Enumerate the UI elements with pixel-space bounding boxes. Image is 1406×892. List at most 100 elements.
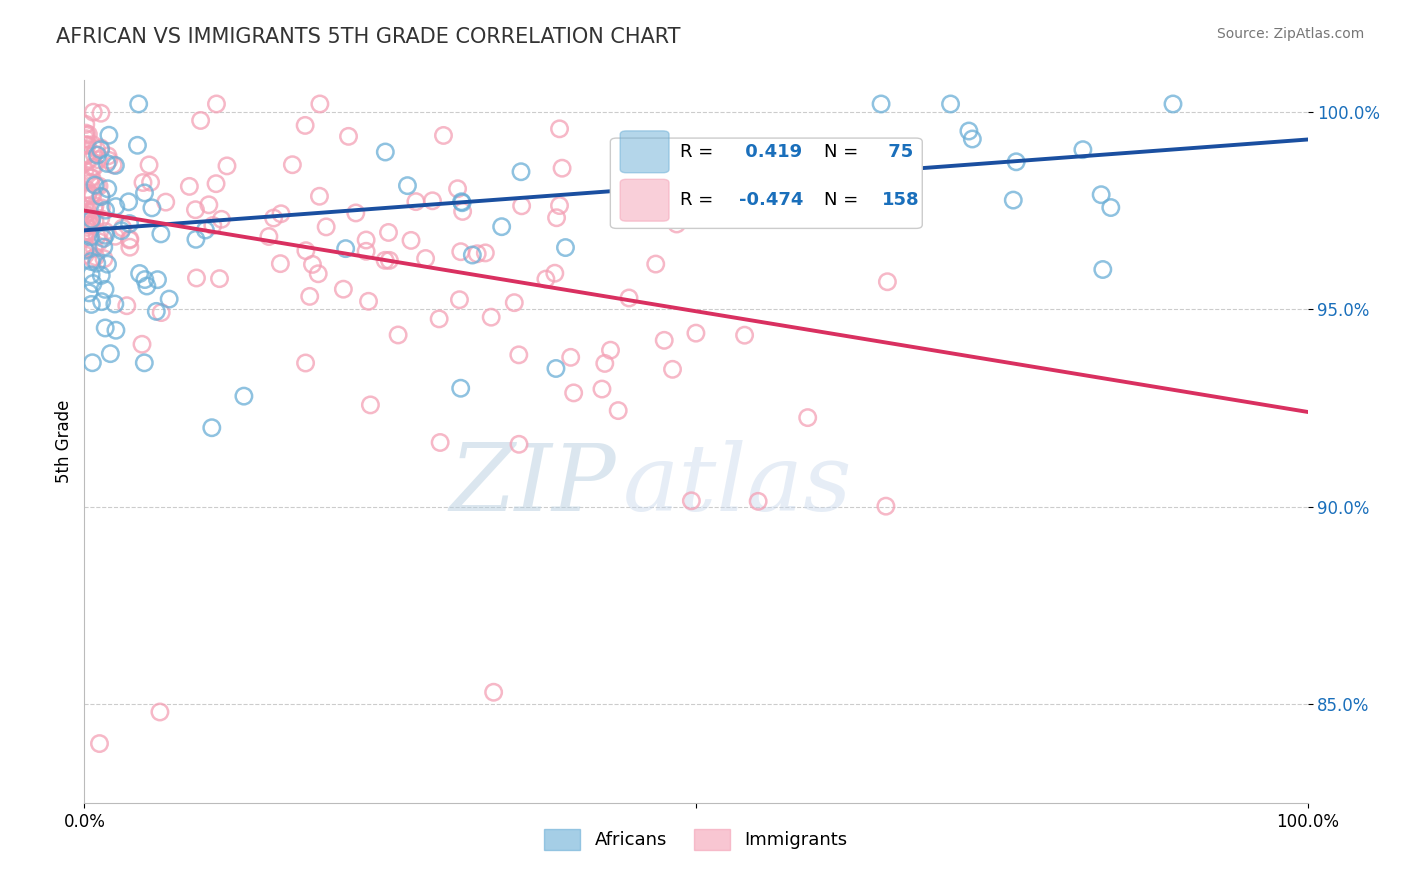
Point [77, 186, 100, 201]
Point [560, 351, 582, 365]
Point [90, 189, 112, 203]
Point [141, 201, 163, 215]
Point [281, 158, 304, 172]
Point [104, 200, 127, 214]
Point [104, 158, 127, 172]
Point [875, 499, 897, 513]
Text: 158: 158 [882, 191, 920, 210]
Point [415, 252, 437, 266]
Point [96, 257, 118, 271]
Point [599, 343, 621, 358]
Point [1161, 97, 1184, 112]
Point [93, 252, 115, 266]
Point [94, 228, 117, 243]
Text: N =: N = [824, 143, 865, 161]
Point [76, 137, 98, 152]
Point [1002, 193, 1025, 207]
Point [378, 253, 401, 268]
Text: -0.474: -0.474 [738, 191, 803, 210]
Point [939, 97, 962, 112]
Point [149, 705, 172, 719]
Point [80, 268, 103, 282]
Point [90, 143, 112, 157]
Point [83, 147, 105, 161]
Point [79, 153, 101, 167]
Point [190, 113, 212, 128]
Point [115, 299, 138, 313]
Point [90, 189, 112, 203]
Point [79, 170, 101, 185]
Point [194, 223, 217, 237]
Point [94, 203, 117, 218]
Point [451, 204, 474, 219]
Point [77, 242, 100, 256]
Point [534, 272, 557, 286]
Point [510, 199, 533, 213]
Point [76, 189, 98, 203]
Point [118, 233, 141, 247]
Point [131, 337, 153, 351]
Point [83, 242, 105, 256]
Point [294, 356, 316, 370]
Point [301, 257, 323, 271]
Point [80, 187, 103, 202]
Point [544, 361, 567, 376]
Text: 0.419: 0.419 [738, 143, 801, 161]
Point [661, 362, 683, 376]
Point [179, 179, 201, 194]
Point [876, 275, 898, 289]
Point [80, 212, 103, 227]
Point [450, 194, 472, 209]
Point [184, 202, 207, 217]
Point [84, 178, 107, 193]
Point [232, 389, 254, 403]
Text: R =: R = [681, 191, 718, 210]
Point [82, 252, 104, 266]
Text: 75: 75 [882, 143, 912, 161]
Point [90, 201, 112, 215]
Point [451, 195, 474, 210]
Text: ZIP: ZIP [450, 440, 616, 530]
Point [90, 106, 112, 120]
Point [75, 148, 97, 162]
Point [546, 211, 568, 225]
Point [76, 218, 98, 232]
Point [80, 297, 103, 311]
Point [100, 346, 122, 360]
Point [591, 382, 613, 396]
FancyBboxPatch shape [620, 179, 669, 221]
Point [1090, 187, 1112, 202]
Point [75, 138, 97, 153]
Point [186, 271, 208, 285]
Point [146, 273, 169, 287]
Point [134, 272, 156, 286]
Point [1071, 143, 1094, 157]
Point [681, 493, 703, 508]
Point [607, 403, 630, 417]
Text: AFRICAN VS IMMIGRANTS 5TH GRADE CORRELATION CHART: AFRICAN VS IMMIGRANTS 5TH GRADE CORRELAT… [56, 27, 681, 46]
Point [77, 205, 100, 219]
Point [75, 242, 97, 256]
Point [118, 240, 141, 254]
Point [508, 437, 530, 451]
Text: Source: ZipAtlas.com: Source: ZipAtlas.com [1216, 27, 1364, 41]
Point [86, 142, 108, 156]
Point [562, 385, 585, 400]
Point [104, 323, 127, 337]
Point [80, 217, 103, 231]
Point [75, 248, 97, 262]
Point [90, 268, 112, 283]
Point [75, 244, 97, 258]
Point [617, 291, 640, 305]
Point [422, 194, 444, 208]
Point [429, 435, 451, 450]
Point [75, 117, 97, 131]
Text: N =: N = [824, 191, 865, 210]
Point [77, 285, 100, 300]
Y-axis label: 5th Grade: 5th Grade [55, 400, 73, 483]
Point [870, 97, 893, 112]
Point [75, 131, 97, 145]
Point [450, 244, 472, 259]
Point [145, 304, 167, 318]
Point [201, 219, 224, 233]
